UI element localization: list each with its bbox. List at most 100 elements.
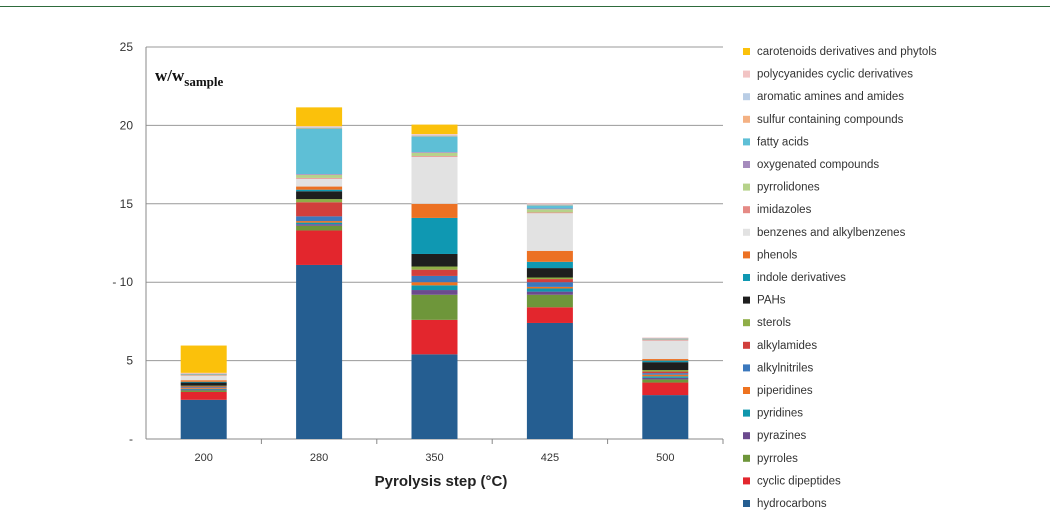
bar-segment xyxy=(642,338,689,340)
legend-label: pyrroles xyxy=(757,453,798,465)
bar-segment xyxy=(296,230,343,265)
legend-label: imidazoles xyxy=(757,204,812,216)
bar-segment xyxy=(411,152,458,156)
bar-segment xyxy=(526,213,573,251)
legend-swatch xyxy=(743,409,750,417)
y-tick-label: 20 xyxy=(120,118,134,132)
bar-segment xyxy=(296,225,343,231)
legend-label: benzenes and alkylbenzenes xyxy=(757,227,906,239)
bar-segment xyxy=(296,202,343,217)
bar-segment xyxy=(180,389,227,391)
bar-segment xyxy=(411,136,458,153)
x-tick-label: 500 xyxy=(656,452,674,464)
bar-segment xyxy=(526,204,573,206)
bar-segment xyxy=(642,379,689,383)
bar-segment xyxy=(180,373,227,375)
bar-segment xyxy=(411,294,458,320)
bar-segment xyxy=(526,250,573,262)
gridlines xyxy=(145,46,723,440)
legend-label: hydrocarbons xyxy=(757,498,827,510)
bar-segment xyxy=(642,373,689,375)
legend-label: pyrazines xyxy=(757,430,806,442)
y-tick-label: 15 xyxy=(120,197,134,211)
bar-segment xyxy=(642,338,689,340)
bar-segment xyxy=(642,337,689,339)
legend-swatch xyxy=(743,500,750,507)
legend-swatch xyxy=(743,251,750,259)
legend-swatch xyxy=(743,454,750,462)
bar-segment xyxy=(296,126,343,128)
bar-segment xyxy=(526,307,573,323)
bar-segment xyxy=(296,224,343,226)
legend-swatch xyxy=(743,319,750,327)
legend-label: carotenoids derivatives and phytols xyxy=(757,46,937,58)
legend-swatch xyxy=(743,70,750,78)
bar-segment xyxy=(526,282,573,287)
bar-segment xyxy=(296,199,343,203)
bar-segment xyxy=(180,375,227,381)
bar-segment xyxy=(642,370,689,372)
legend: carotenoids derivatives and phytols polyc… xyxy=(743,46,937,510)
y-tick-label: 25 xyxy=(120,40,134,54)
bar-segment xyxy=(411,275,458,283)
bar-segment xyxy=(296,191,343,200)
bar-segment xyxy=(180,345,227,373)
bar-segment xyxy=(180,382,227,386)
bar-segment xyxy=(411,266,458,270)
y-annotation: w/wsample xyxy=(155,66,224,89)
bar-segment xyxy=(526,279,573,283)
bar-segment xyxy=(642,337,689,339)
legend-label: indole derivatives xyxy=(757,272,846,284)
bar-segment xyxy=(642,359,689,361)
legend-label: sterols xyxy=(757,317,791,329)
y-annotation-sub: sample xyxy=(184,74,223,89)
bar-segment xyxy=(411,354,458,439)
bar-segment xyxy=(526,203,573,205)
bar-segment xyxy=(296,189,343,192)
legend-swatch xyxy=(743,341,750,349)
bar-segment xyxy=(180,374,227,375)
bar-segment xyxy=(526,286,573,289)
bar-segment xyxy=(180,390,227,392)
top-rule xyxy=(0,6,1050,7)
bar-segment xyxy=(526,205,573,209)
bar-segment xyxy=(526,268,573,278)
x-axis-label: Pyrolysis step (°C) xyxy=(375,473,508,490)
legend-swatch xyxy=(743,274,750,281)
bar-segment xyxy=(526,291,573,295)
bar-segment xyxy=(411,290,458,295)
legend-label: PAHs xyxy=(757,295,786,307)
bar-segment xyxy=(642,338,689,339)
bar-segment xyxy=(296,107,343,127)
legend-swatch xyxy=(743,115,750,123)
bar-segment xyxy=(526,203,573,204)
bar-segment xyxy=(526,261,573,269)
bar-segment xyxy=(411,134,458,136)
bar-segment xyxy=(411,285,458,291)
x-tick-label: 425 xyxy=(541,452,559,464)
legend-label: pyridines xyxy=(757,408,803,420)
bar-segment xyxy=(296,178,343,187)
bar-segment xyxy=(296,216,343,222)
bar-segment xyxy=(296,174,343,178)
bar-segment xyxy=(526,277,573,280)
bar-segment xyxy=(411,217,458,254)
bar-segment xyxy=(642,371,689,374)
bar-segment xyxy=(642,377,689,380)
bar-segment xyxy=(411,319,458,355)
bar-segment xyxy=(526,212,573,214)
bar-segment xyxy=(180,372,227,374)
bar-segment xyxy=(180,373,227,374)
legend-swatch xyxy=(743,206,750,214)
legend-swatch xyxy=(743,432,750,440)
legend-label: alkylnitriles xyxy=(757,362,813,374)
legend-label: piperidines xyxy=(757,385,813,397)
y-tick-label: - xyxy=(129,432,133,446)
bar-segment xyxy=(642,340,689,360)
bar-segment xyxy=(296,264,343,439)
bar-segment xyxy=(411,253,458,267)
bars xyxy=(180,107,689,439)
bar-segment xyxy=(642,374,689,377)
legend-label: phenols xyxy=(757,249,798,261)
